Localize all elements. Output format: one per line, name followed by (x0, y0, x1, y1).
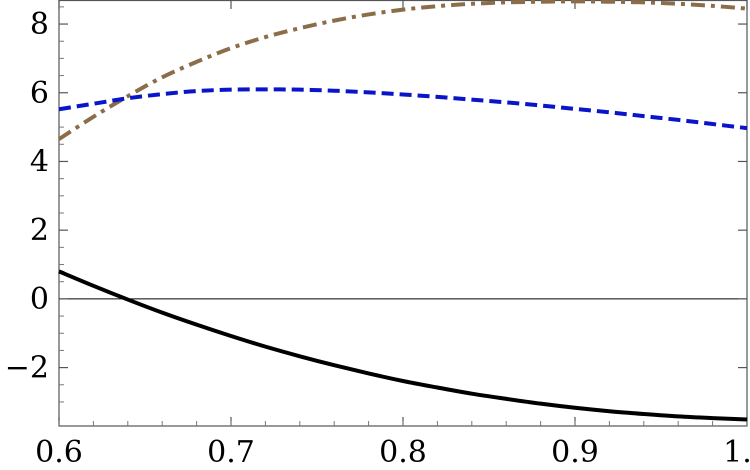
y-tick-label: −2 (5, 351, 49, 386)
x-tick-label: 0.6 (35, 435, 83, 470)
y-tick-label: 4 (30, 144, 49, 179)
y-tick-label: 0 (30, 282, 49, 317)
series-line-dashed (58, 87, 748, 131)
plot-frame (58, 0, 748, 427)
y-tick-label: 2 (30, 213, 49, 248)
y-tick-label: 8 (30, 7, 49, 42)
series-line-dash-dot (57, 0, 748, 141)
x-tick-label: 0.8 (379, 435, 427, 470)
x-tick-label: 0.9 (551, 435, 599, 470)
y-tick-label: 6 (30, 76, 49, 111)
x-tick-label: 1.0 (723, 435, 750, 470)
series-line-solid (58, 269, 748, 422)
x-tick-label: 0.7 (207, 435, 255, 470)
